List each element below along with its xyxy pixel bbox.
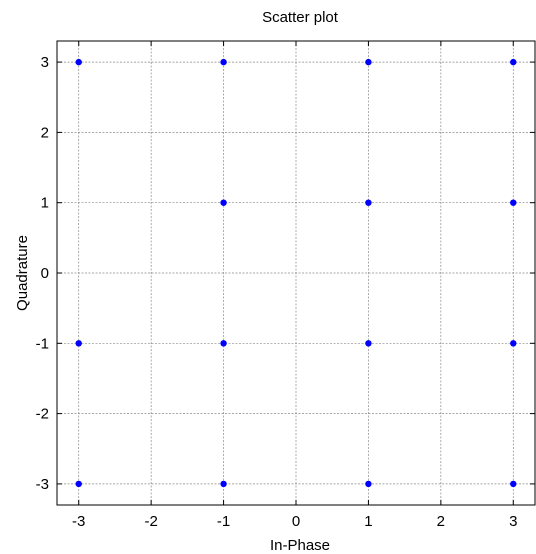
x-tick-label: -2	[144, 513, 157, 530]
data-point	[220, 340, 227, 347]
x-axis-label: In-Phase	[270, 537, 330, 554]
y-tick-label: 3	[41, 54, 49, 71]
x-tick-label: -1	[217, 513, 230, 530]
y-tick-labels: -3 -2 -1 0 1 2 3	[36, 54, 49, 493]
x-tick-labels: -3 -2 -1 0 1 2 3	[72, 513, 517, 530]
data-point	[365, 58, 372, 66]
data-point	[220, 480, 227, 488]
data-point	[365, 480, 372, 488]
x-tick-label: 2	[437, 513, 445, 530]
y-tick-label: -2	[36, 406, 49, 423]
y-tick-label: 2	[41, 124, 49, 141]
x-tick-label: -3	[72, 513, 85, 530]
axis-ticks	[57, 41, 535, 505]
x-tick-label: 3	[509, 513, 517, 530]
data-point	[220, 199, 227, 206]
data-point	[75, 340, 82, 347]
data-point	[75, 58, 82, 66]
x-tick-label: 1	[364, 513, 372, 530]
y-tick-label: 1	[41, 195, 49, 212]
y-axis-label: Quadrature	[14, 235, 31, 311]
data-point	[75, 480, 82, 488]
data-point	[365, 199, 372, 206]
y-tick-label: -3	[36, 476, 49, 493]
data-point	[220, 58, 227, 66]
data-point	[365, 340, 372, 347]
data-point	[510, 199, 517, 206]
data-points	[75, 58, 517, 488]
y-tick-label: 0	[41, 265, 49, 282]
data-point	[510, 340, 517, 347]
data-point	[510, 58, 517, 66]
y-tick-label: -1	[36, 335, 49, 352]
x-tick-label: 0	[292, 513, 300, 530]
data-point	[510, 480, 517, 488]
chart-title: Scatter plot	[262, 9, 339, 26]
grid	[57, 41, 535, 505]
